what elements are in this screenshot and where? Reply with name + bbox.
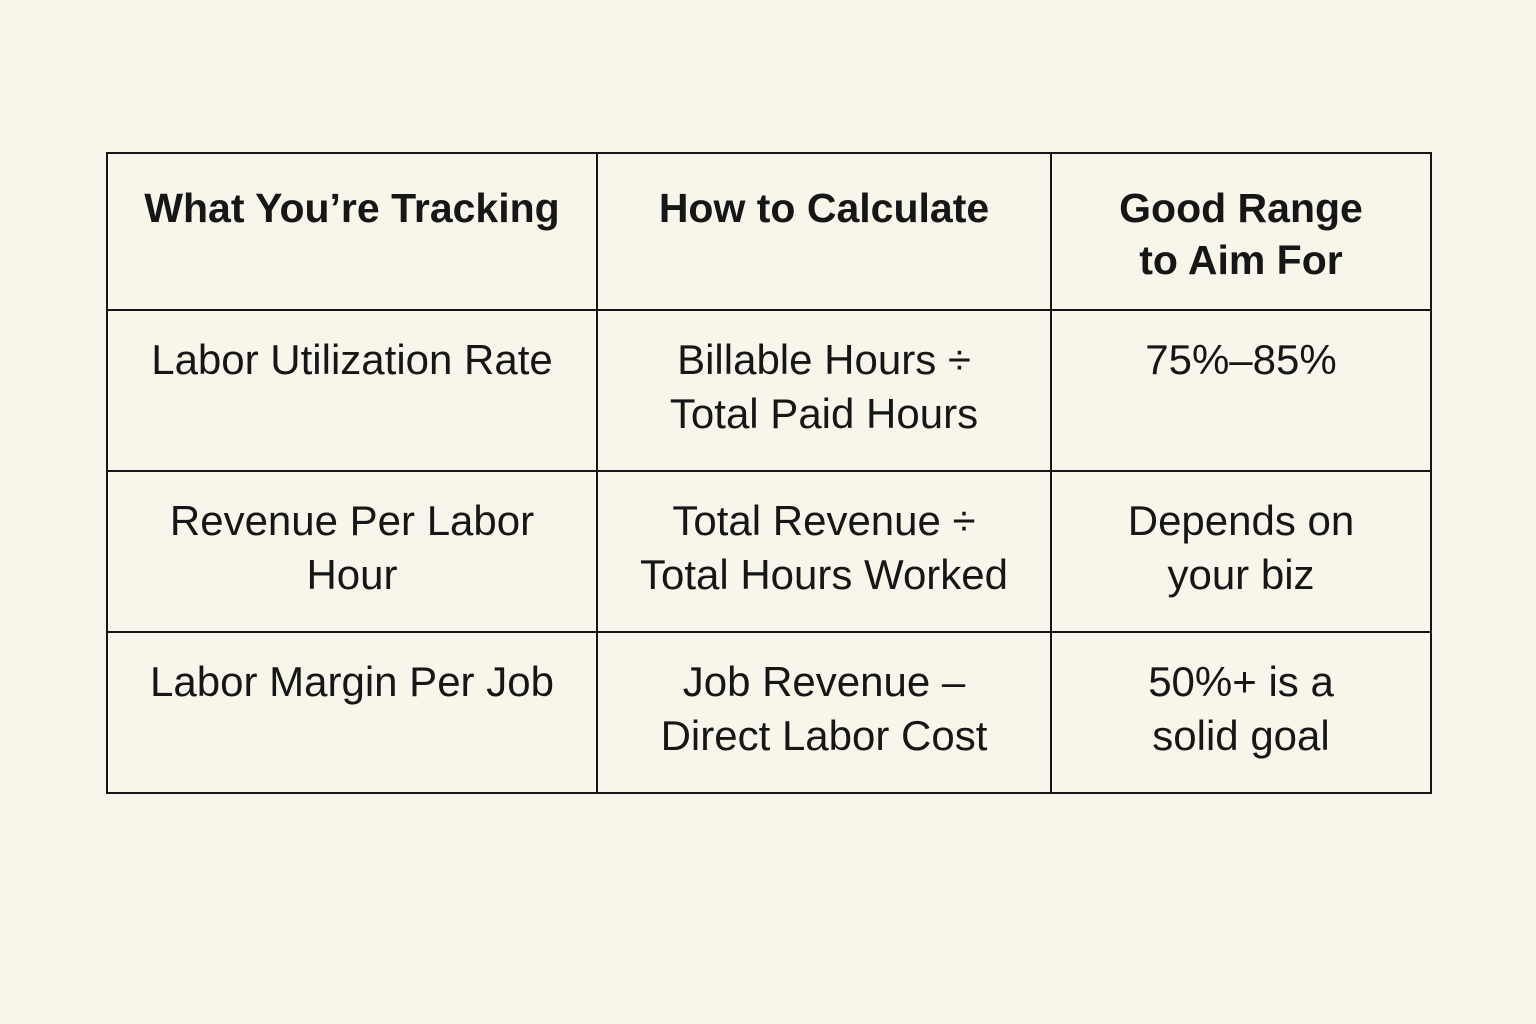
cell-text: 50%+ is a solid goal <box>1148 658 1334 759</box>
cell-range: Depends on your biz <box>1050 470 1432 633</box>
cell-formula: Job Revenue – Direct Labor Cost <box>596 631 1052 794</box>
cell-text: Total Revenue ÷ Total Hours Worked <box>639 497 1009 598</box>
cell-formula: Total Revenue ÷ Total Hours Worked <box>596 470 1052 633</box>
header-label: What You’re Tracking <box>144 185 560 231</box>
cell-formula: Billable Hours ÷ Total Paid Hours <box>596 309 1052 472</box>
cell-text: Labor Margin Per Job <box>150 658 554 705</box>
header-how-calculate: How to Calculate <box>596 152 1052 311</box>
cell-range: 75%–85% <box>1050 309 1432 472</box>
cell-text: Revenue Per Labor Hour <box>169 497 535 598</box>
metrics-table-container: What You’re Tracking How to Calculate Go… <box>106 152 1432 794</box>
table-row: Revenue Per Labor Hour Total Revenue ÷ T… <box>106 470 1432 633</box>
header-label: Good Range to Aim For <box>1119 185 1363 283</box>
cell-text: 75%–85% <box>1145 336 1337 383</box>
cell-metric: Labor Margin Per Job <box>106 631 598 794</box>
cell-range: 50%+ is a solid goal <box>1050 631 1432 794</box>
header-what-tracking: What You’re Tracking <box>106 152 598 311</box>
labor-metrics-table: What You’re Tracking How to Calculate Go… <box>106 152 1432 794</box>
header-good-range: Good Range to Aim For <box>1050 152 1432 311</box>
cell-text: Billable Hours ÷ Total Paid Hours <box>669 336 979 437</box>
table-row: Labor Utilization Rate Billable Hours ÷ … <box>106 309 1432 472</box>
table-row: Labor Margin Per Job Job Revenue – Direc… <box>106 631 1432 794</box>
cell-metric: Revenue Per Labor Hour <box>106 470 598 633</box>
cell-text: Depends on your biz <box>1127 497 1355 598</box>
cell-metric: Labor Utilization Rate <box>106 309 598 472</box>
table-header-row: What You’re Tracking How to Calculate Go… <box>106 152 1432 311</box>
cell-text: Job Revenue – Direct Labor Cost <box>660 658 988 759</box>
cell-text: Labor Utilization Rate <box>151 336 553 383</box>
header-label: How to Calculate <box>658 185 990 231</box>
